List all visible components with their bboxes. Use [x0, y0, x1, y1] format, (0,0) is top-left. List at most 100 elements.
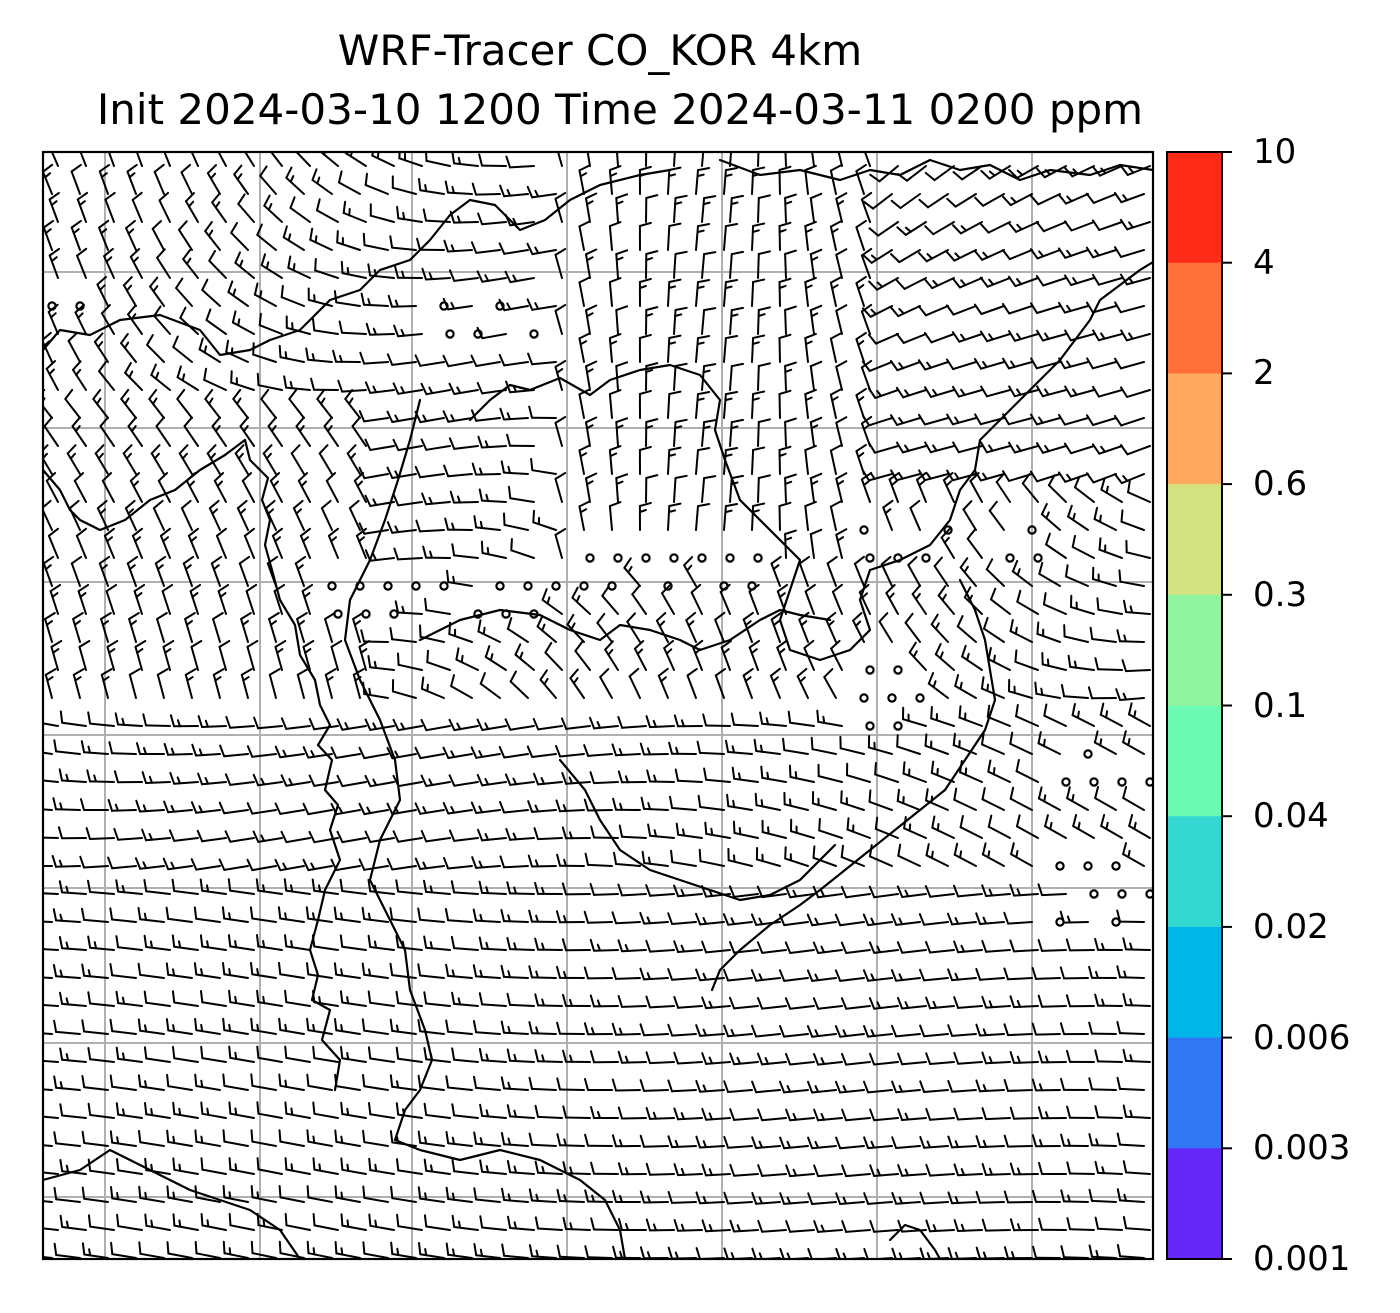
wind-barb: [200, 990, 227, 1007]
wind-barb: [122, 276, 137, 307]
wind-barb: [1065, 994, 1095, 1008]
wind-barb: [638, 445, 652, 475]
wind-barb: [506, 1160, 535, 1175]
wind-barb: [878, 612, 893, 643]
wind-barb: [784, 997, 815, 1010]
wind-barb: [584, 1133, 613, 1147]
wind-barb: [146, 334, 165, 363]
wind-barb: [829, 500, 842, 531]
wind-barb: [87, 711, 115, 727]
wind-barb: [615, 473, 629, 503]
wind-barb: [52, 964, 81, 979]
wind-barb: [701, 1052, 731, 1065]
wind-barb: [193, 962, 221, 979]
wind-barb: [835, 360, 848, 391]
wind-barb: [1115, 688, 1145, 701]
wind-barb: [364, 172, 389, 195]
wind-barb: [544, 641, 563, 671]
wind-barb: [478, 936, 507, 951]
wind-barb: [442, 354, 473, 368]
wind-barb: [103, 247, 115, 279]
calm-marker: [893, 665, 903, 675]
wind-barb: [779, 1192, 809, 1205]
wind-barb: [645, 715, 675, 729]
wind-barb: [885, 584, 899, 615]
calm-marker: [865, 553, 875, 563]
wind-barb: [769, 667, 781, 699]
wind-barb: [696, 740, 725, 755]
wind-barb: [155, 416, 171, 447]
wind-barb: [393, 324, 423, 338]
wind-barb: [1127, 480, 1151, 503]
wind-barb: [204, 388, 221, 419]
wind-barb: [751, 446, 766, 475]
wind-barb: [228, 1101, 255, 1119]
wind-barb: [233, 164, 249, 195]
wind-barb: [387, 294, 417, 308]
wind-barb: [947, 1191, 977, 1205]
wind-barb: [589, 1050, 619, 1064]
wind-barb: [784, 361, 797, 391]
wind-barb: [1128, 814, 1151, 839]
wind-barb: [958, 705, 983, 727]
wind-barb: [120, 333, 137, 363]
wind-barb: [162, 640, 175, 671]
wind-barb: [638, 389, 652, 419]
wind-barb: [761, 819, 787, 839]
wind-barb: [136, 742, 165, 755]
wind-barb: [835, 1136, 865, 1150]
wind-barb: [896, 788, 921, 811]
wind-barb: [813, 1053, 843, 1066]
wind-barb: [757, 152, 760, 167]
wind-barb: [701, 996, 731, 1010]
wind-barb: [120, 388, 137, 419]
wind-barb: [256, 1157, 283, 1175]
wind-barb: [673, 194, 688, 223]
wind-barb: [417, 1130, 445, 1147]
wind-barb: [830, 639, 843, 671]
wind-barb: [162, 857, 193, 871]
wind-barb: [78, 640, 91, 671]
wind-barb: [1125, 539, 1151, 559]
wind-barb: [974, 413, 1005, 426]
wind-barb: [1089, 626, 1117, 643]
wind-barb: [231, 310, 255, 335]
wind-barb: [346, 444, 361, 475]
coastline-southern-peninsula: [558, 758, 837, 902]
wind-barb: [228, 989, 255, 1007]
wind-barb: [1100, 814, 1123, 839]
wind-barb: [210, 555, 223, 587]
wind-barb: [947, 968, 977, 982]
wind-barb: [750, 969, 781, 982]
wind-barb: [947, 1024, 977, 1037]
wind-barb: [925, 843, 949, 867]
wind-barb: [499, 800, 529, 814]
wind-barb: [1121, 659, 1151, 673]
wind-barb: [96, 499, 109, 531]
wind-barb: [1086, 414, 1117, 426]
wind-barb: [364, 494, 395, 507]
wind-barb: [615, 193, 629, 223]
wind-barb: [1044, 814, 1067, 839]
calm-marker: [361, 609, 371, 619]
wind-barb: [1008, 441, 1039, 454]
wind-barb: [367, 1046, 395, 1063]
wind-barb: [562, 1105, 591, 1119]
wind-barb: [975, 1079, 1005, 1093]
wind-barb: [631, 584, 647, 615]
wind-barb: [925, 1219, 955, 1233]
wind-barb: [1120, 273, 1151, 286]
wind-barb: [364, 549, 395, 562]
wind-barb: [981, 842, 1005, 867]
wind-barb: [556, 1077, 585, 1091]
wind-barb: [393, 547, 423, 561]
wind-barb: [701, 251, 717, 279]
wind-barb: [334, 1129, 361, 1147]
wind-barb: [449, 490, 479, 504]
coastline-southwest: [43, 1148, 302, 1259]
wind-barb: [504, 718, 535, 731]
wind-barb: [414, 410, 445, 424]
wind-barb: [1037, 1106, 1067, 1120]
wind-barb: [472, 1020, 501, 1035]
wind-barb: [953, 996, 983, 1009]
